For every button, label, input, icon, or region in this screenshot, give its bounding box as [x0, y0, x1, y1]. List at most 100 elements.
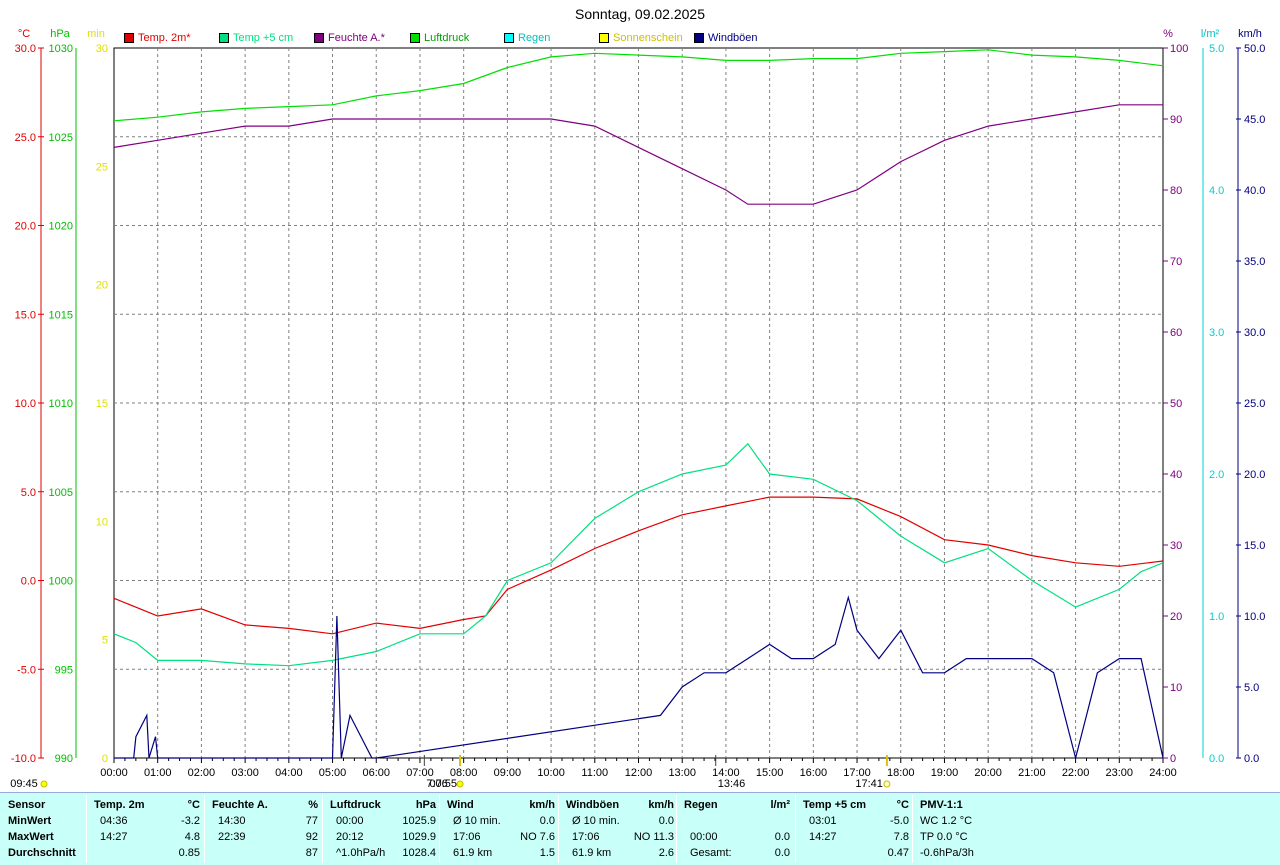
stats-value: 77: [305, 815, 318, 827]
humidity-tick-label: 0: [1170, 753, 1176, 765]
legend-item: Regen: [504, 31, 550, 45]
legend-item: Luftdruck: [410, 31, 469, 45]
rain-tick-label: 3.0: [1209, 327, 1224, 339]
x-tick-label: 23:00: [1106, 767, 1134, 779]
x-tick-label: 13:00: [668, 767, 696, 779]
legend-swatch: [219, 33, 229, 43]
wind-tick-label: 15.0: [1244, 540, 1265, 552]
temp-tick-label: 15.0: [15, 309, 36, 321]
stats-time: 17:06: [453, 831, 481, 843]
sun-unit-label: min: [87, 28, 105, 40]
humidity-tick-label: 90: [1170, 114, 1182, 126]
stats-panel: Sensor MinWert MaxWert Durchschnitt Temp. 2m…: [0, 792, 1280, 865]
stats-separator: [676, 795, 677, 863]
sunset-label: 17:41: [855, 778, 883, 790]
legend-label: Luftdruck: [424, 32, 470, 44]
x-tick-label: 02:00: [188, 767, 216, 779]
noon-label: 13:46: [718, 778, 746, 790]
wind-unit-label: km/h: [1238, 28, 1262, 40]
temp-tick-label: 25.0: [15, 132, 36, 144]
pressure-unit-label: hPa: [50, 28, 70, 40]
rain-tick-label: 5.0: [1209, 43, 1224, 55]
stats-unit: km/h: [529, 799, 555, 811]
stats-header: Windböen: [566, 799, 620, 811]
legend-item: Windböen: [694, 31, 758, 45]
humidity-tick-label: 30: [1170, 540, 1182, 552]
stats-separator: [322, 795, 323, 863]
sun-tick-label: 0: [102, 753, 108, 765]
stats-time: 61.9 km: [453, 847, 493, 859]
stats-header: Temp +5 cm: [803, 799, 867, 811]
x-tick-label: 08:00: [450, 767, 478, 779]
stats-header: Temp. 2m: [94, 799, 145, 811]
stats-time: 14:30: [218, 815, 246, 827]
sun-tick-label: 5: [102, 635, 108, 647]
wind-tick-label: 10.0: [1244, 611, 1265, 623]
stats-time: Ø 10 min.: [453, 815, 501, 827]
x-tick-label: 14:00: [712, 767, 740, 779]
stats-row-label: Durchschnitt: [8, 847, 76, 859]
humidity-tick-label: 40: [1170, 469, 1182, 481]
stats-header: Sensor: [8, 799, 46, 811]
stats-value: 1028.4: [402, 847, 436, 859]
stats-unit: km/h: [648, 799, 674, 811]
humidity-unit-label: %: [1163, 28, 1173, 40]
sun-tick-label: 25: [96, 161, 108, 173]
legend-label: Temp. 2m*: [138, 32, 191, 44]
stats-value: 92: [305, 831, 318, 843]
x-tick-label: 15:00: [756, 767, 784, 779]
stats-value: 0.0: [774, 831, 790, 843]
stats-time: 04:36: [100, 815, 128, 827]
x-tick-label: 01:00: [144, 767, 172, 779]
stats-time: Ø 10 min.: [572, 815, 620, 827]
stats-value: 87: [305, 847, 318, 859]
sun-tick-label: 30: [96, 43, 108, 55]
x-tick-label: 09:00: [494, 767, 522, 779]
x-tick-label: 07:00: [406, 767, 434, 779]
x-tick-label: 22:00: [1062, 767, 1090, 779]
stats-unit: °C: [896, 799, 909, 811]
wind-tick-label: 40.0: [1244, 185, 1265, 197]
temp-tick-label: 20.0: [15, 221, 36, 233]
pressure-tick-label: 1015: [49, 309, 73, 321]
legend-swatch: [599, 33, 609, 43]
sun-icon: [40, 780, 48, 788]
legend-swatch: [124, 33, 134, 43]
stats-value: 2.6: [658, 847, 674, 859]
pressure-tick-label: 1005: [49, 487, 73, 499]
wind-tick-label: 50.0: [1244, 43, 1265, 55]
sun-tick-label: 20: [96, 280, 108, 292]
temp-tick-label: 30.0: [15, 43, 36, 55]
stats-value: NO 7.6: [520, 831, 555, 843]
stats-unit: l/m²: [770, 799, 790, 811]
pressure-tick-label: 1000: [49, 576, 73, 588]
chart-grid: [113, 47, 1164, 759]
wind-tick-label: 0.0: [1244, 753, 1259, 765]
rain-tick-label: 0.0: [1209, 753, 1224, 765]
legend-item: Feuchte A.*: [314, 31, 385, 45]
x-tick-label: 17:00: [843, 767, 871, 779]
stats-separator: [439, 795, 440, 863]
stats-time: 61.9 km: [572, 847, 612, 859]
x-tick-label: 16:00: [800, 767, 828, 779]
x-tick-label: 11:00: [581, 767, 608, 779]
humidity-tick-label: 10: [1170, 682, 1182, 694]
x-tick-label: 00:00: [100, 767, 128, 779]
temp-tick-label: -5.0: [17, 664, 36, 676]
chart-title: Sonntag, 09.02.2025: [574, 6, 705, 22]
wind-tick-label: 30.0: [1244, 327, 1265, 339]
x-tick-label: 20:00: [974, 767, 1002, 779]
series-feuchte-a: [113, 104, 1163, 205]
stats-time: 00:00: [690, 831, 718, 843]
humidity-tick-label: 80: [1170, 185, 1182, 197]
pressure-tick-label: 995: [55, 664, 73, 676]
stats-value: 0.0: [539, 815, 555, 827]
humidity-tick-label: 50: [1170, 398, 1182, 410]
stats-time: ^1.0hPa/h: [336, 847, 386, 859]
stats-time: Gesamt:: [690, 847, 732, 859]
series-temp-5-cm: [113, 442, 1164, 667]
stats-time: 17:06: [572, 831, 600, 843]
stats-value: 1.5: [539, 847, 555, 859]
humidity-tick-label: 70: [1170, 256, 1182, 268]
